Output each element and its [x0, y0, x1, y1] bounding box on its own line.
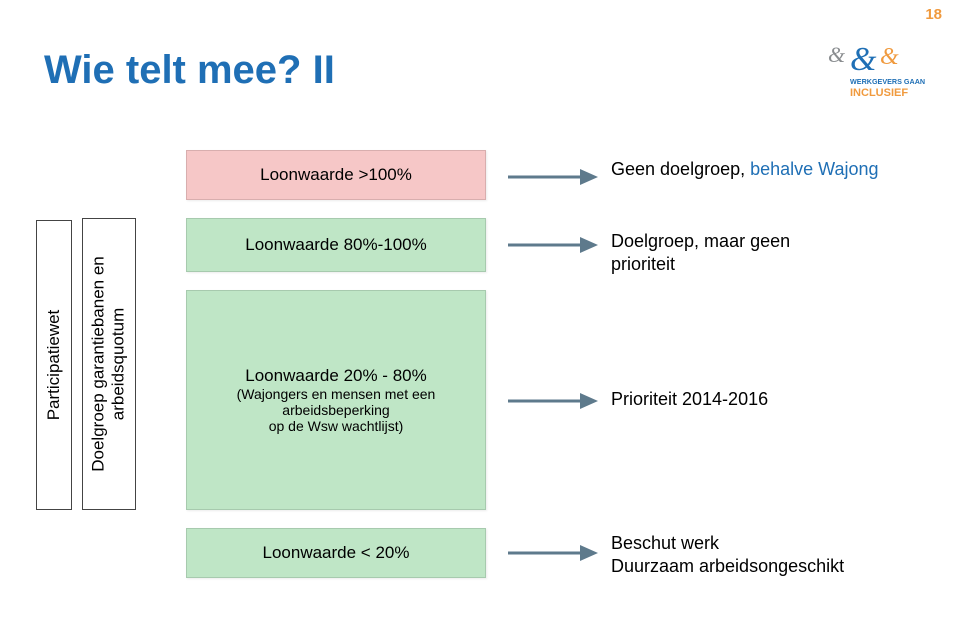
arrow-1 — [508, 164, 598, 190]
lw3-label: Loonwaarde 20% - 80% — [245, 366, 426, 386]
right-label-2: Doelgroep, maar geen prioriteit — [611, 230, 911, 277]
logo-line2: INCLUSIEF — [850, 87, 908, 99]
logo-line1: WERKGEVERS GAAN — [850, 77, 925, 86]
arrow-2 — [508, 232, 598, 258]
brand-logo: & & & WERKGEVERS GAAN INCLUSIEF — [810, 30, 940, 100]
arrow-3 — [508, 388, 598, 414]
arrow-4 — [508, 540, 598, 566]
side-label-doelgroep: Doelgroep garantiebanen en arbeidsquotum — [82, 218, 136, 510]
r3: Prioriteit 2014-2016 — [611, 389, 768, 409]
diagram-area: Participatiewet Doelgroep garantiebanen … — [36, 150, 926, 590]
lw3-sub2: arbeidsbeperking — [282, 402, 389, 418]
page-number: 18 — [925, 6, 942, 23]
right-label-4: Beschut werk Duurzaam arbeidsongeschikt — [611, 532, 911, 579]
svg-text:&: & — [828, 42, 846, 67]
r2a: Doelgroep, maar geen — [611, 230, 911, 253]
lw3-sub1: (Wajongers en mensen met een — [237, 386, 436, 402]
page-number-text: 18 — [925, 6, 942, 23]
lw2-label: Loonwaarde 80%-100% — [245, 235, 426, 255]
ampersand-icon: & & & — [828, 41, 899, 78]
side-label-participatiewet: Participatiewet — [36, 220, 72, 510]
r1a: Geen doelgroep, — [611, 159, 750, 179]
lw3-sub3: op de Wsw wachtlijst) — [269, 418, 404, 434]
r1b: behalve Wajong — [750, 159, 878, 179]
lw1-label: Loonwaarde >100% — [260, 165, 412, 185]
page-title: Wie telt mee? II — [44, 48, 335, 93]
r2b: prioriteit — [611, 253, 911, 276]
side-label-dg-text: Doelgroep garantiebanen en arbeidsquotum — [89, 224, 130, 504]
right-label-3: Prioriteit 2014-2016 — [611, 388, 911, 411]
loonwaarde-box-2: Loonwaarde 80%-100% — [186, 218, 486, 272]
side-label-pw-text: Participatiewet — [44, 310, 64, 421]
title-text: Wie telt mee? II — [44, 48, 335, 92]
right-label-1: Geen doelgroep, behalve Wajong — [611, 158, 911, 181]
r4a: Beschut werk — [611, 532, 911, 555]
lw4-label: Loonwaarde < 20% — [263, 543, 410, 563]
loonwaarde-box-3: Loonwaarde 20% - 80% (Wajongers en mense… — [186, 290, 486, 510]
svg-text:&: & — [850, 41, 877, 78]
loonwaarde-box-4: Loonwaarde < 20% — [186, 528, 486, 578]
svg-text:&: & — [880, 44, 899, 70]
r4b: Duurzaam arbeidsongeschikt — [611, 555, 911, 578]
loonwaarde-box-1: Loonwaarde >100% — [186, 150, 486, 200]
